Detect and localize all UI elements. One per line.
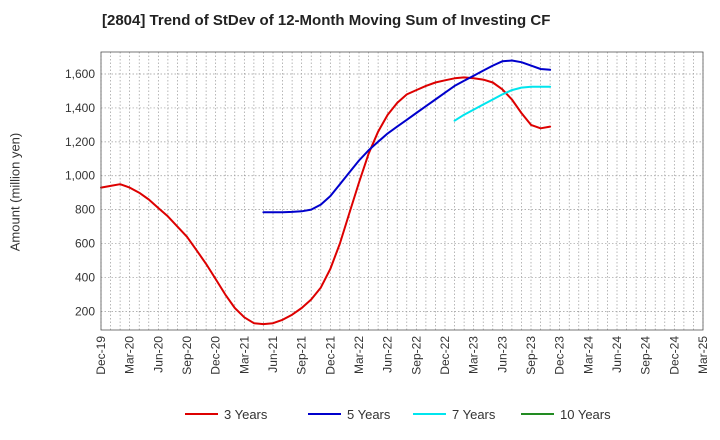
legend-label: 3 Years [224, 407, 268, 422]
x-tick-label: Jun-20 [151, 336, 165, 373]
x-tick-label: Jun-23 [495, 336, 509, 373]
legend-label: 5 Years [347, 407, 391, 422]
x-tick-label: Sep-21 [295, 336, 309, 375]
y-tick-label: 400 [75, 270, 95, 284]
x-tick-label: Dec-20 [209, 336, 223, 375]
x-tick-label: Mar-23 [467, 336, 481, 374]
x-tick-label: Dec-24 [667, 336, 681, 375]
y-tick-label: 1,000 [65, 169, 95, 183]
plot-background [101, 52, 703, 330]
y-tick-label: 1,200 [65, 135, 95, 149]
y-tick-label: 200 [75, 304, 95, 318]
x-tick-label: Dec-22 [438, 336, 452, 375]
x-tick-label: Sep-23 [524, 336, 538, 375]
series-line-5-years [262, 59, 552, 214]
chart-title: [2804] Trend of StDev of 12-Month Moving… [102, 12, 551, 29]
y-tick-label: 800 [75, 203, 95, 217]
series-line-3-years [100, 76, 552, 326]
x-tick-label: Jun-24 [610, 336, 624, 373]
x-tick-label: Jun-22 [381, 336, 395, 373]
x-tick-label: Mar-21 [237, 336, 251, 374]
legend-label: 10 Years [560, 407, 611, 422]
x-tick-label: Sep-24 [639, 336, 653, 375]
legend-label: 7 Years [452, 407, 496, 422]
y-tick-label: 1,600 [65, 67, 95, 81]
x-tick-label: Dec-21 [323, 336, 337, 375]
series-line-7-years [453, 85, 552, 122]
x-tick-label: Dec-19 [94, 336, 108, 375]
y-tick-label: 600 [75, 237, 95, 251]
x-tick-label: Mar-22 [352, 336, 366, 374]
x-tick-label: Mar-20 [123, 336, 137, 374]
x-tick-label: Mar-24 [581, 336, 595, 374]
x-tick-label: Dec-23 [553, 336, 567, 375]
x-tick-label: Sep-22 [409, 336, 423, 375]
x-tick-label: Mar-25 [696, 336, 710, 374]
x-tick-label: Jun-21 [266, 336, 280, 373]
y-tick-label: 1,400 [65, 101, 95, 115]
plot-border [100, 51, 704, 331]
x-tick-label: Sep-20 [180, 336, 194, 375]
